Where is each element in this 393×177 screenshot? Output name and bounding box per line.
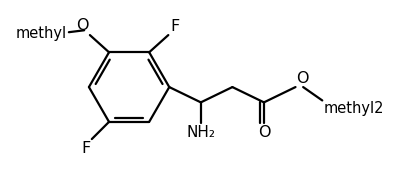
- Text: methyl: methyl: [16, 26, 67, 41]
- Text: methyl2: methyl2: [323, 101, 384, 116]
- Text: O: O: [258, 125, 270, 140]
- Text: O: O: [76, 18, 89, 33]
- Text: NH₂: NH₂: [186, 125, 215, 140]
- Text: F: F: [170, 19, 180, 34]
- Text: F: F: [82, 141, 91, 156]
- Text: O: O: [296, 71, 309, 86]
